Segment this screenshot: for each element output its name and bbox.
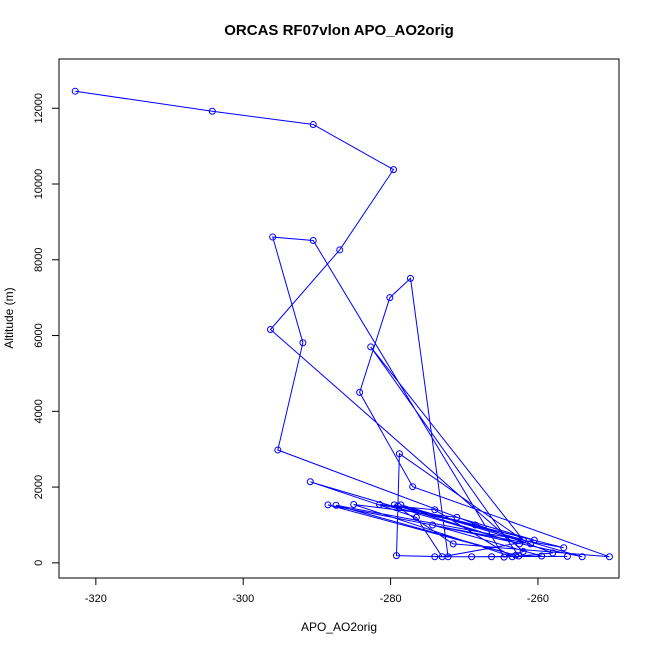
data-point	[431, 506, 439, 514]
data-point	[412, 513, 420, 521]
data-point	[468, 553, 476, 561]
data-point	[367, 343, 375, 351]
y-axis: 0 2000 4000 6000 8000 10000 12000	[33, 93, 59, 566]
data-point	[324, 501, 332, 509]
data-point	[516, 540, 524, 548]
data-point	[390, 166, 398, 174]
data-point	[500, 553, 508, 561]
series-points	[71, 87, 613, 561]
data-point	[515, 552, 523, 560]
data-point	[336, 246, 344, 254]
series-line	[75, 90, 610, 558]
data-point	[266, 325, 274, 333]
plot-frame	[58, 58, 620, 579]
y-tick-label: 0	[33, 560, 45, 566]
data-point	[274, 446, 282, 454]
chart-title: ORCAS RF07vlon APO_AO2orig	[224, 22, 453, 39]
data-point	[431, 553, 439, 561]
data-point	[538, 552, 546, 560]
data-point	[519, 536, 527, 544]
data-point	[386, 294, 394, 302]
data-point	[376, 501, 384, 509]
data-point	[453, 513, 461, 521]
y-tick-label: 10000	[33, 169, 45, 200]
x-axis-label: APO_AO2orig	[301, 620, 377, 634]
data-point	[508, 553, 516, 561]
y-tick-label: 8000	[33, 248, 45, 272]
data-point	[530, 536, 538, 544]
data-point	[269, 233, 277, 241]
y-tick-label: 12000	[33, 93, 45, 124]
x-tick-label: -260	[527, 593, 549, 605]
data-point	[527, 540, 535, 548]
data-point	[390, 501, 398, 509]
data-point	[429, 521, 437, 529]
y-tick-label: 6000	[33, 323, 45, 347]
data-point	[309, 121, 317, 129]
data-point	[392, 552, 400, 560]
data-point	[309, 236, 317, 244]
data-point	[332, 501, 340, 509]
data-point	[471, 521, 479, 529]
data-point	[208, 107, 216, 115]
y-tick-label: 4000	[33, 399, 45, 423]
x-tick-label: -300	[232, 593, 254, 605]
x-axis: -320 -300 -280 -260	[85, 578, 549, 605]
data-point	[306, 478, 314, 486]
data-point	[395, 450, 403, 458]
data-point	[438, 553, 446, 561]
data-point	[409, 483, 417, 491]
data-point	[563, 552, 571, 560]
data-point	[71, 87, 79, 95]
data-point	[605, 553, 613, 561]
data-point	[356, 388, 364, 396]
data-point	[549, 549, 557, 557]
data-point	[578, 553, 586, 561]
data-point	[449, 540, 457, 548]
data-point	[406, 274, 414, 282]
y-tick-label: 2000	[33, 475, 45, 499]
data-point	[512, 551, 520, 559]
x-tick-label: -320	[85, 593, 107, 605]
y-axis-label: Altitude (m)	[2, 287, 16, 348]
data-point	[350, 501, 358, 509]
data-point	[560, 544, 568, 552]
data-point	[519, 547, 527, 555]
data-point	[397, 501, 405, 509]
data-point	[299, 339, 307, 347]
x-tick-label: -280	[380, 593, 402, 605]
data-point	[488, 553, 496, 561]
